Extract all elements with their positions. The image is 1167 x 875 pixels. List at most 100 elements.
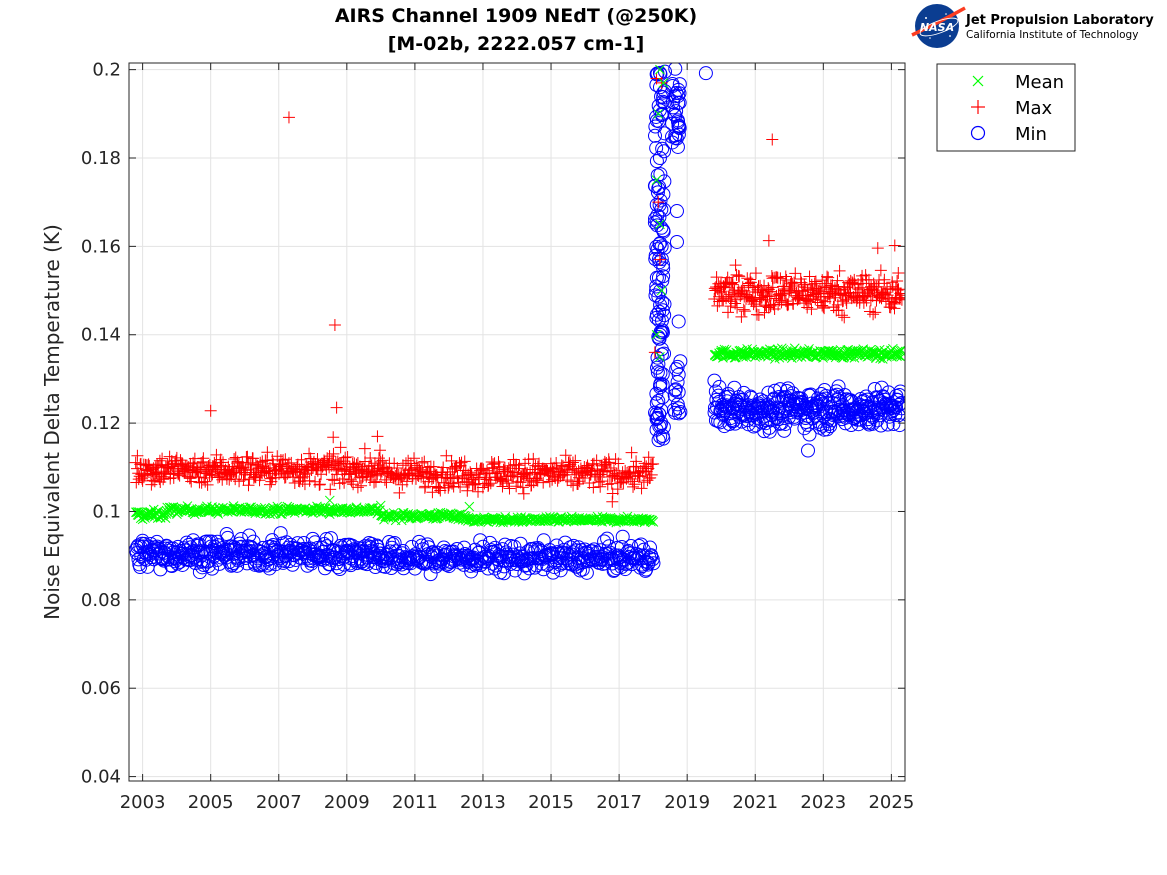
max-point	[789, 267, 802, 280]
max-point	[282, 111, 295, 124]
max-point	[338, 476, 351, 489]
max-point	[881, 282, 894, 295]
min-point	[665, 135, 680, 150]
min-point	[886, 417, 901, 432]
max-point	[214, 453, 227, 466]
min-point	[666, 100, 681, 115]
max-point	[264, 472, 277, 485]
max-point	[516, 481, 529, 494]
max-point	[483, 474, 496, 487]
min-point	[635, 548, 650, 563]
y-tick-label: 0.18	[81, 148, 121, 169]
min-point	[823, 419, 838, 434]
max-point	[546, 473, 559, 486]
x-tick-label: 2015	[528, 792, 574, 813]
min-point	[457, 540, 472, 555]
max-point	[400, 475, 413, 488]
max-point	[531, 474, 544, 487]
min-point	[894, 395, 905, 410]
max-point	[762, 234, 775, 247]
max-point	[605, 477, 618, 490]
max-point	[380, 476, 393, 489]
max-point	[551, 474, 564, 487]
max-point	[427, 460, 440, 473]
min-point	[656, 224, 671, 239]
max-point	[874, 264, 887, 277]
max-point	[832, 304, 845, 317]
max-point	[341, 450, 354, 463]
max-point	[528, 466, 541, 479]
max-point	[587, 457, 600, 470]
min-point	[644, 549, 659, 564]
max-point	[327, 431, 340, 444]
max-point	[468, 478, 481, 491]
max-point	[171, 465, 184, 478]
max-point	[838, 311, 851, 324]
max-point	[374, 455, 387, 468]
x-tick-label: 2019	[664, 792, 710, 813]
min-point	[610, 540, 625, 555]
max-point	[261, 446, 274, 459]
max-point	[373, 444, 386, 457]
max-point	[642, 451, 655, 464]
max-point	[246, 452, 259, 465]
max-point	[569, 454, 582, 467]
max-point	[484, 477, 497, 490]
max-point	[628, 478, 641, 491]
min-point	[651, 433, 666, 448]
max-point	[315, 468, 328, 481]
max-point	[653, 253, 666, 266]
max-point	[434, 484, 447, 497]
max-point	[131, 449, 144, 462]
max-point	[242, 479, 255, 492]
max-point	[342, 468, 355, 481]
max-point	[612, 457, 625, 470]
max-point	[298, 478, 311, 491]
min-point	[743, 389, 758, 404]
max-point	[183, 472, 196, 485]
min-point	[669, 104, 684, 119]
max-point	[869, 306, 882, 319]
min-point	[754, 415, 769, 430]
y-tick-label: 0.12	[81, 413, 121, 434]
x-tick-label: 2011	[392, 792, 438, 813]
jpl-name: Jet Propulsion Laboratory	[965, 13, 1154, 28]
legend-label-min: Min	[1015, 124, 1047, 145]
max-point	[623, 465, 636, 478]
max-point	[840, 297, 853, 309]
min-point	[671, 115, 686, 130]
min-point	[655, 295, 670, 310]
max-point	[458, 455, 471, 468]
max-point	[812, 284, 825, 297]
max-point	[355, 464, 368, 477]
max-point	[888, 239, 901, 252]
min-point	[894, 401, 905, 416]
min-point	[649, 283, 664, 298]
min-point	[310, 540, 325, 555]
max-point	[455, 456, 468, 469]
max-point	[393, 486, 406, 499]
max-point	[594, 480, 607, 493]
x-tick-label: 2023	[800, 792, 846, 813]
min-point	[648, 119, 663, 134]
min-point	[672, 77, 687, 92]
min-point	[671, 314, 686, 329]
min-point	[880, 417, 895, 432]
min-point	[647, 128, 662, 143]
max-point	[238, 466, 251, 479]
min-point	[653, 429, 668, 444]
max-point	[324, 483, 337, 496]
nasa-meatball-icon: NASA	[911, 4, 966, 48]
mean-point	[656, 285, 667, 296]
min-point	[640, 557, 655, 572]
min-point	[651, 394, 666, 409]
min-point	[892, 418, 905, 433]
x-tick-label: 2009	[324, 792, 370, 813]
max-point	[892, 266, 905, 279]
min-point	[735, 392, 750, 407]
min-point	[575, 562, 590, 577]
min-point	[164, 558, 179, 573]
max-point	[537, 476, 550, 489]
mean-point	[648, 517, 659, 527]
max-point	[828, 291, 841, 304]
